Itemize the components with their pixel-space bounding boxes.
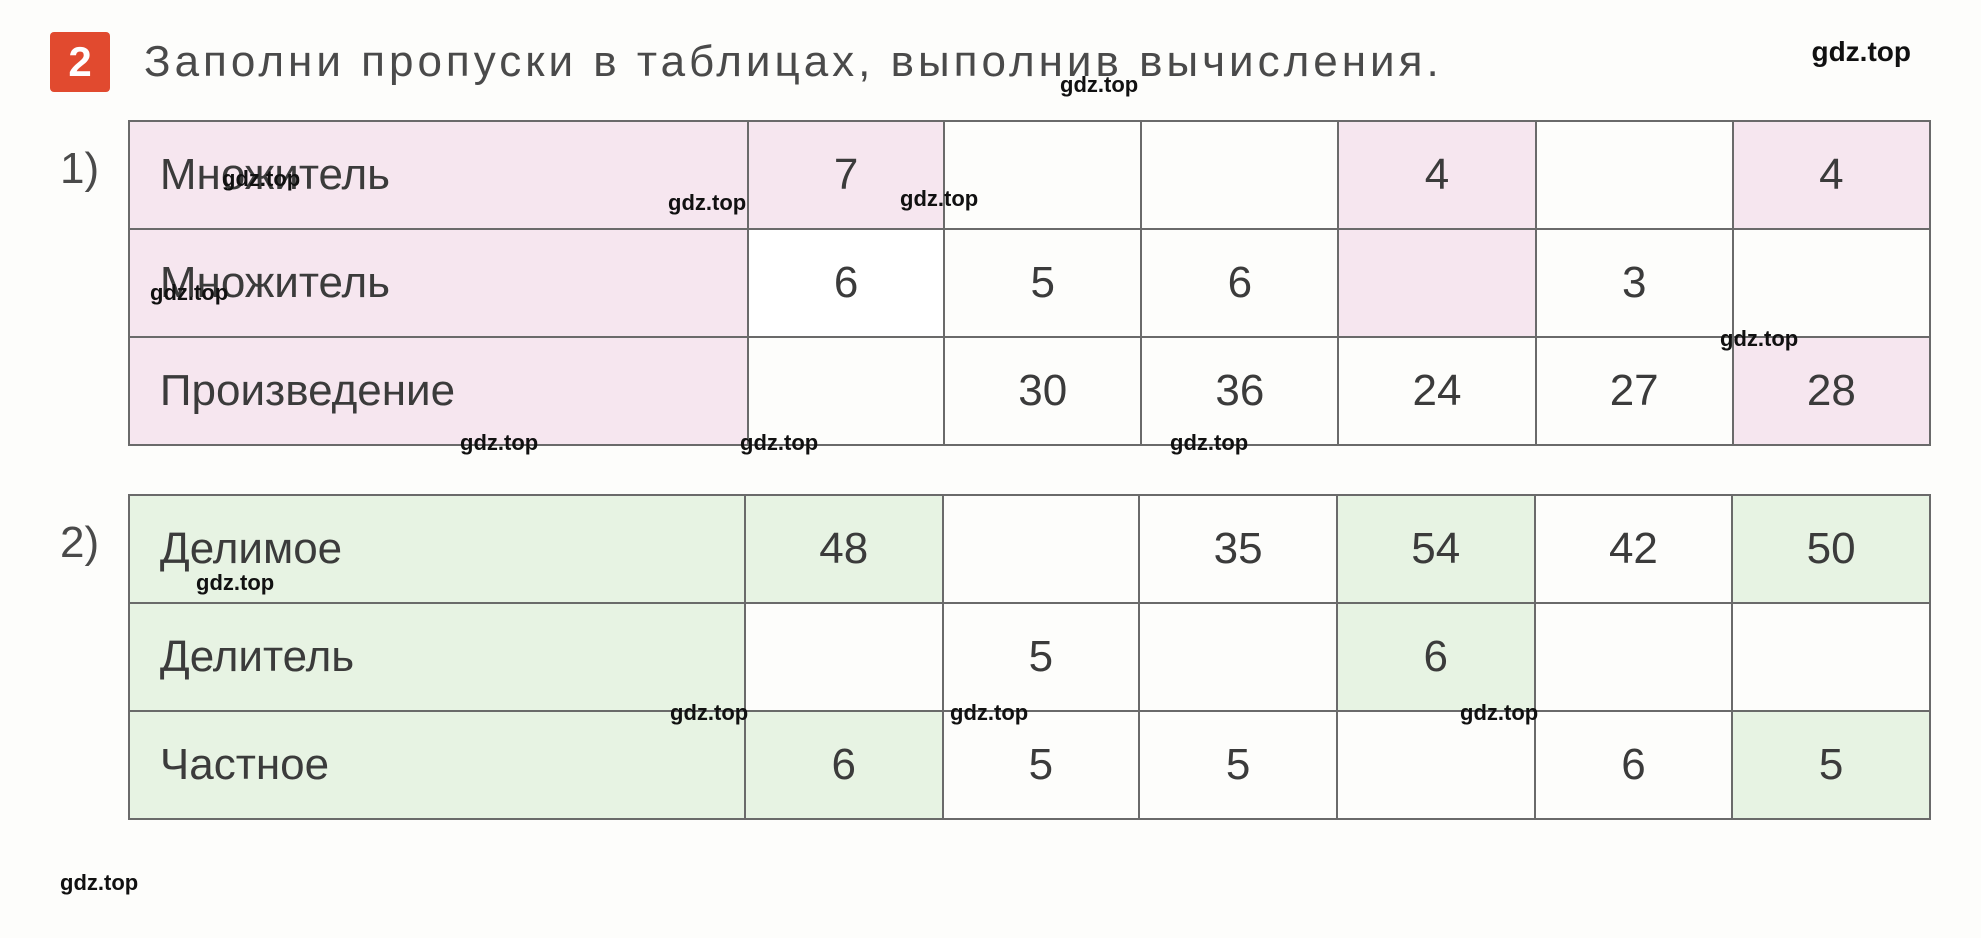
- table-row: Произведение 30 36 24 27 28: [129, 337, 1930, 445]
- cell[interactable]: 6: [1535, 711, 1733, 819]
- cell[interactable]: 4: [1338, 121, 1535, 229]
- cell[interactable]: [745, 603, 943, 711]
- table-row: Делитель 5 6: [129, 603, 1930, 711]
- watermark: gdz.top: [60, 870, 138, 896]
- subtask-2: 2) Делимое 48 35 54 42 50 Делитель 5 6: [60, 494, 1931, 820]
- cell[interactable]: 27: [1536, 337, 1733, 445]
- cell[interactable]: 28: [1733, 337, 1930, 445]
- table-row: Частное 6 5 5 6 5: [129, 711, 1930, 819]
- cell[interactable]: 54: [1337, 495, 1535, 603]
- watermark-corner: gdz.top: [1811, 36, 1911, 68]
- cell[interactable]: 42: [1535, 495, 1733, 603]
- cell[interactable]: 6: [1141, 229, 1338, 337]
- cell[interactable]: 5: [1732, 711, 1930, 819]
- cell[interactable]: [1337, 711, 1535, 819]
- row-label: Множитель: [129, 229, 748, 337]
- multiplication-table: Множитель 7 4 4 Множитель 6 5 6 3 Произв…: [128, 120, 1931, 446]
- subtask-1: 1) Множитель 7 4 4 Множитель 6 5 6 3: [60, 120, 1931, 446]
- table-row: Делимое 48 35 54 42 50: [129, 495, 1930, 603]
- cell[interactable]: 5: [943, 711, 1140, 819]
- cell[interactable]: 50: [1732, 495, 1930, 603]
- cell[interactable]: [943, 495, 1140, 603]
- cell[interactable]: 3: [1536, 229, 1733, 337]
- cell[interactable]: 5: [1139, 711, 1337, 819]
- cell[interactable]: 36: [1141, 337, 1338, 445]
- cell[interactable]: 30: [944, 337, 1141, 445]
- cell[interactable]: [944, 121, 1141, 229]
- cell[interactable]: [1536, 121, 1733, 229]
- subtask-number: 2): [60, 494, 128, 568]
- cell[interactable]: [1139, 603, 1337, 711]
- cell[interactable]: 4: [1733, 121, 1930, 229]
- row-label: Делитель: [129, 603, 745, 711]
- cell[interactable]: 6: [745, 711, 943, 819]
- cell[interactable]: [748, 337, 944, 445]
- cell[interactable]: 6: [1337, 603, 1535, 711]
- cell[interactable]: [1141, 121, 1338, 229]
- worksheet-page: gdz.top 2 Заполни пропуски в таблицах, в…: [0, 0, 1981, 938]
- row-label: Множитель: [129, 121, 748, 229]
- cell[interactable]: 35: [1139, 495, 1337, 603]
- table-row: Множитель 6 5 6 3: [129, 229, 1930, 337]
- cell[interactable]: [1338, 229, 1535, 337]
- cell[interactable]: 7: [748, 121, 944, 229]
- cell[interactable]: 6: [748, 229, 944, 337]
- division-table: Делимое 48 35 54 42 50 Делитель 5 6 Част…: [128, 494, 1931, 820]
- task-instruction: Заполни пропуски в таблицах, выполнив вы…: [144, 37, 1443, 87]
- table-row: Множитель 7 4 4: [129, 121, 1930, 229]
- cell[interactable]: [1733, 229, 1930, 337]
- row-label: Делимое: [129, 495, 745, 603]
- cell[interactable]: 5: [944, 229, 1141, 337]
- cell[interactable]: [1732, 603, 1930, 711]
- task-number-badge: 2: [50, 32, 110, 92]
- task-header: 2 Заполни пропуски в таблицах, выполнив …: [50, 32, 1931, 92]
- row-label: Частное: [129, 711, 745, 819]
- row-label: Произведение: [129, 337, 748, 445]
- cell[interactable]: 5: [943, 603, 1140, 711]
- subtask-number: 1): [60, 120, 128, 194]
- cell[interactable]: 24: [1338, 337, 1535, 445]
- cell[interactable]: 48: [745, 495, 943, 603]
- cell[interactable]: [1535, 603, 1733, 711]
